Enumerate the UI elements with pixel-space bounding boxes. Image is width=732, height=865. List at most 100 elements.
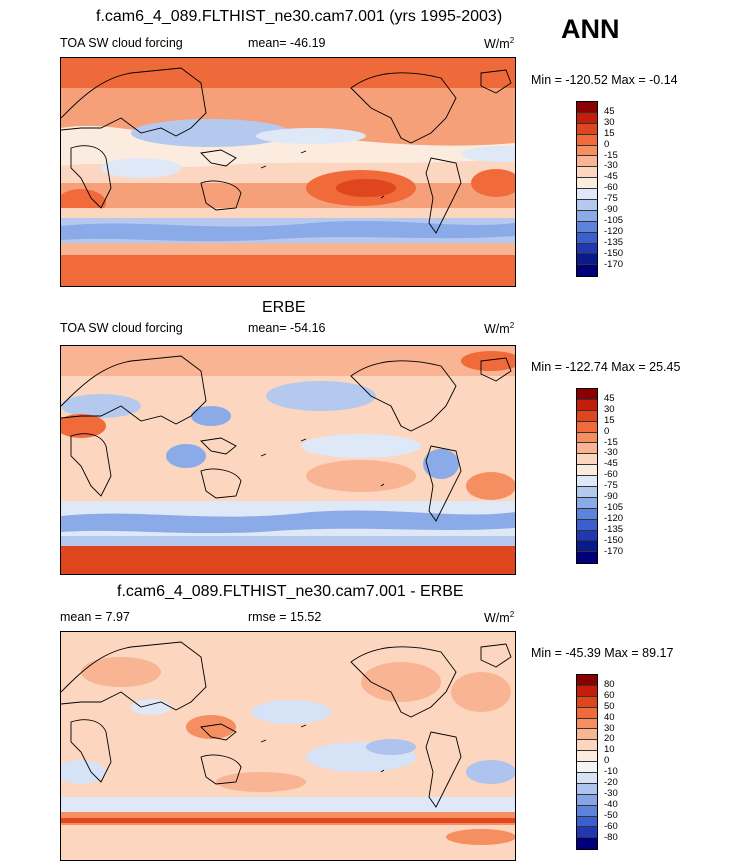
colorbar-level-label: -75 — [604, 480, 618, 492]
colorbar-swatch — [577, 729, 597, 741]
colorbar-swatch — [577, 751, 597, 763]
colorbar-swatch — [577, 783, 597, 795]
colorbar-swatch — [577, 178, 597, 190]
colorbar-swatch — [577, 675, 597, 686]
panel3-units: W/m2 — [484, 610, 515, 626]
colorbar-level-label: -50 — [604, 809, 618, 821]
colorbar-swatch — [577, 265, 597, 277]
colorbar-swatch — [577, 134, 597, 146]
colorbar-level-label: -150 — [604, 534, 624, 546]
panel1-colorbar — [576, 101, 598, 278]
colorbar-swatch — [577, 762, 597, 774]
colorbar-swatch — [577, 838, 597, 850]
colorbar-swatch — [577, 243, 597, 255]
colorbar-swatch — [577, 443, 597, 455]
colorbar-swatch — [577, 696, 597, 708]
colorbar-swatch — [577, 530, 597, 542]
season-label: ANN — [561, 14, 620, 44]
panel3-minmax: Min = -45.39 Max = 89.17 — [531, 646, 674, 660]
panel1-mean: mean= -46.19 — [248, 36, 326, 50]
colorbar-swatch — [577, 102, 597, 113]
colorbar-swatch — [577, 156, 597, 168]
panel2-minmax: Min = -122.74 Max = 25.45 — [531, 360, 681, 374]
panel1-units: W/m2 — [484, 36, 515, 52]
colorbar-level-label: 60 — [604, 689, 615, 701]
colorbar-swatch — [577, 816, 597, 828]
panel2-colorbar — [576, 388, 598, 565]
colorbar-swatch — [577, 508, 597, 520]
colorbar-level-label: -90 — [604, 491, 618, 502]
colorbar-swatch — [577, 519, 597, 531]
colorbar-level-label: -105 — [604, 214, 624, 226]
colorbar-level-label: 30 — [604, 116, 615, 128]
colorbar-level-label: 30 — [604, 722, 615, 734]
colorbar-swatch — [577, 827, 597, 839]
panel1-minmax: Min = -120.52 Max = -0.14 — [531, 73, 678, 87]
colorbar-swatch — [577, 685, 597, 697]
colorbar-level-label: 15 — [604, 127, 615, 139]
colorbar-swatch — [577, 410, 597, 422]
colorbar-swatch — [577, 399, 597, 411]
colorbar-swatch — [577, 476, 597, 488]
panel1-variable-label: TOA SW cloud forcing — [60, 36, 183, 50]
colorbar-swatch — [577, 552, 597, 564]
colorbar-level-label: -170 — [604, 545, 624, 557]
colorbar-swatch — [577, 773, 597, 784]
colorbar-swatch — [577, 167, 597, 179]
colorbar-level-label: 45 — [604, 392, 615, 404]
colorbar-level-label: 0 — [604, 138, 610, 150]
colorbar-swatch — [577, 145, 597, 157]
colorbar-level-label: -120 — [604, 512, 624, 524]
colorbar-level-label: 50 — [604, 700, 615, 712]
colorbar-level-label: -90 — [604, 204, 618, 215]
colorbar-swatch — [577, 232, 597, 244]
colorbar-swatch — [577, 112, 597, 124]
colorbar-swatch — [577, 189, 597, 201]
panel2-units: W/m2 — [484, 321, 515, 337]
colorbar-level-label: 40 — [604, 711, 615, 723]
colorbar-swatch — [577, 465, 597, 477]
colorbar-level-label: -135 — [604, 236, 624, 248]
panel3-mean: mean = 7.97 — [60, 610, 130, 624]
colorbar-level-label: -30 — [604, 787, 618, 799]
colorbar-level-label: -105 — [604, 501, 624, 513]
colorbar-swatch — [577, 123, 597, 135]
colorbar-level-label: -60 — [604, 182, 618, 194]
colorbar-swatch — [577, 200, 597, 211]
colorbar-level-label: 10 — [604, 744, 615, 756]
colorbar-swatch — [577, 221, 597, 233]
colorbar-level-label: 80 — [604, 678, 615, 690]
colorbar-swatch — [577, 794, 597, 806]
colorbar-swatch — [577, 707, 597, 719]
colorbar-level-label: 0 — [604, 425, 610, 437]
colorbar-level-label: -170 — [604, 258, 624, 270]
colorbar-level-label: 30 — [604, 403, 615, 415]
colorbar-level-label: 15 — [604, 414, 615, 426]
panel2-variable-label: TOA SW cloud forcing — [60, 321, 183, 335]
colorbar-level-label: -40 — [604, 798, 618, 810]
colorbar-swatch — [577, 432, 597, 444]
colorbar-level-label: -10 — [604, 766, 618, 778]
panel3-colorbar — [576, 674, 598, 851]
colorbar-level-label: -30 — [604, 447, 618, 459]
colorbar-level-label: -20 — [604, 777, 618, 788]
colorbar-swatch — [577, 210, 597, 222]
colorbar-level-label: -60 — [604, 469, 618, 481]
panel2-mean: mean= -54.16 — [248, 321, 326, 335]
colorbar-level-label: -120 — [604, 225, 624, 237]
panel3-title: f.cam6_4_089.FLTHIST_ne30.cam7.001 - ERB… — [117, 583, 464, 600]
panel3-rmse: rmse = 15.52 — [248, 610, 322, 624]
colorbar-level-label: -60 — [604, 820, 618, 832]
colorbar-swatch — [577, 421, 597, 433]
colorbar-level-label: 20 — [604, 733, 615, 745]
colorbar-swatch — [577, 805, 597, 817]
panel3-map — [60, 631, 516, 861]
colorbar-level-label: -45 — [604, 458, 618, 470]
colorbar-swatch — [577, 389, 597, 400]
colorbar-level-label: 0 — [604, 755, 610, 767]
colorbar-swatch — [577, 254, 597, 266]
colorbar-level-label: -75 — [604, 193, 618, 205]
colorbar-swatch — [577, 487, 597, 498]
colorbar-swatch — [577, 740, 597, 752]
panel2-map — [60, 345, 516, 575]
